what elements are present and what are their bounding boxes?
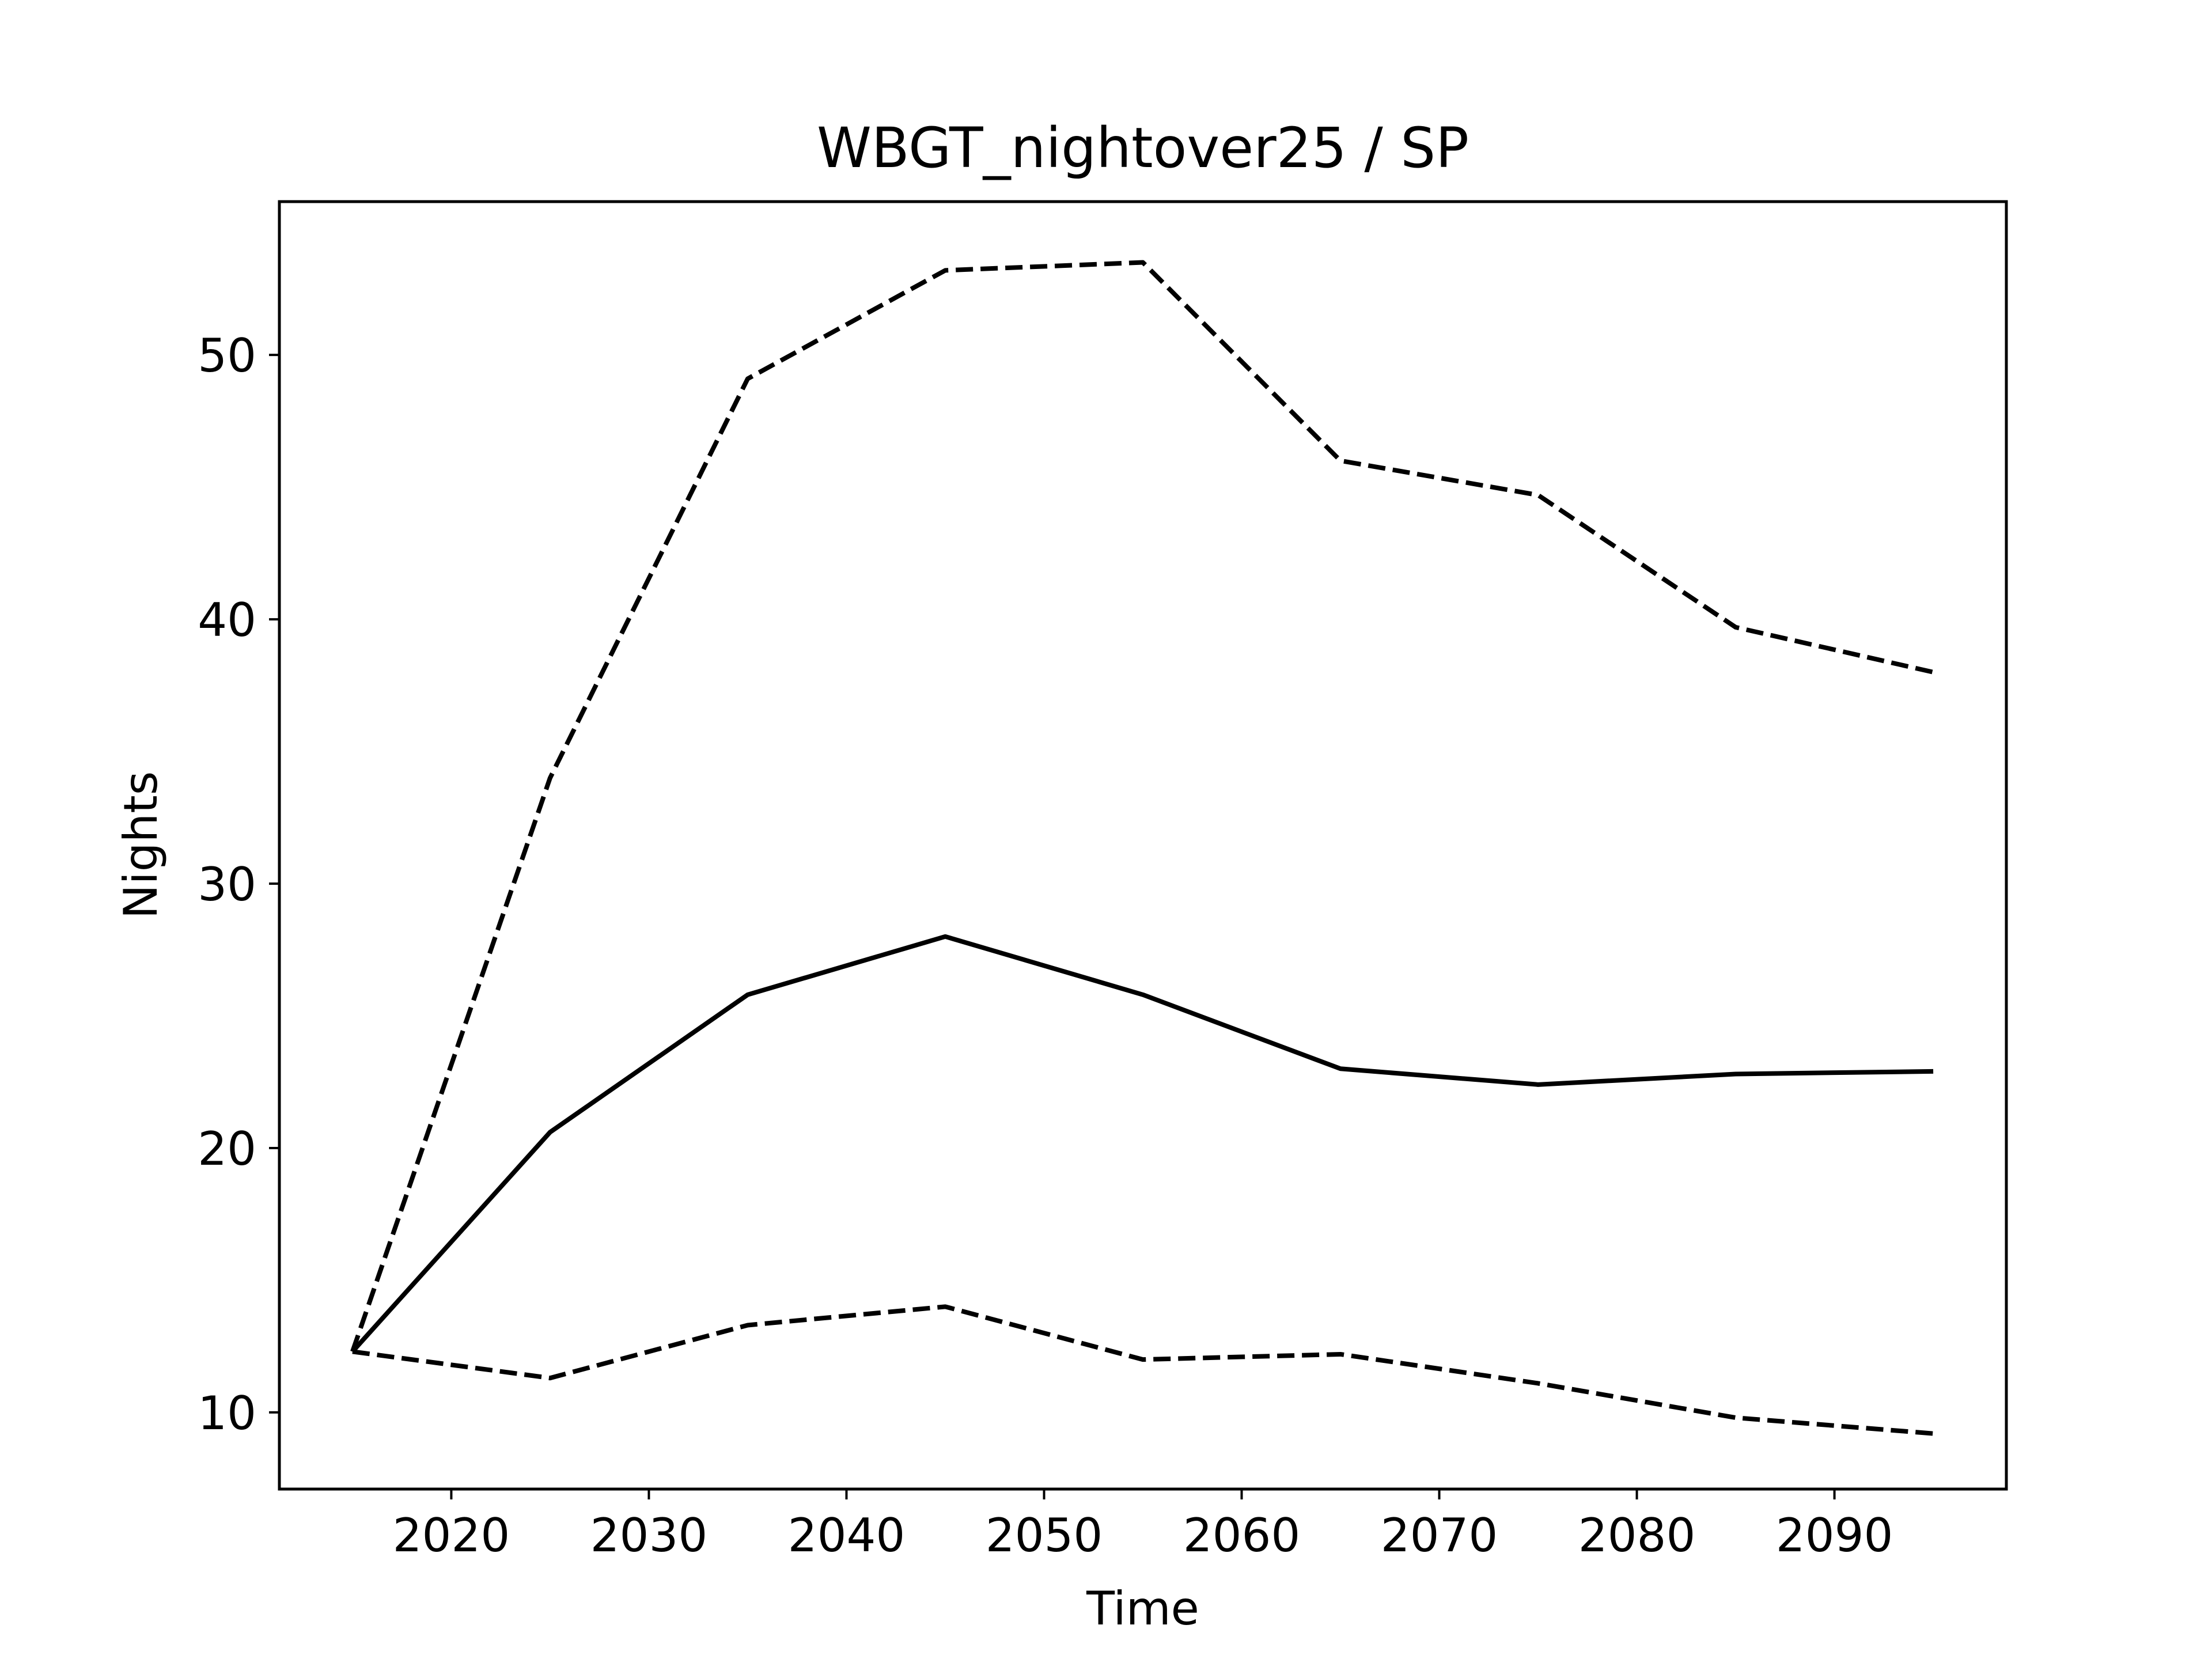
- chart-title: WBGT_nightover25 / SP: [817, 116, 1469, 180]
- x-axis: 2020 2030 2040 2050 2060 2070 2080 2090: [393, 1489, 1893, 1562]
- median-series-line: [350, 934, 1934, 1354]
- y-tick-label: 40: [198, 593, 256, 647]
- x-tick-label: 2090: [1776, 1509, 1893, 1562]
- x-tick-label: 2050: [986, 1509, 1103, 1562]
- y-axis-label: Nights: [114, 771, 168, 919]
- upper-bound-series-line: [350, 260, 1934, 1353]
- y-tick-label: 20: [198, 1122, 256, 1176]
- y-axis: 10 20 30 40 50: [198, 329, 279, 1440]
- y-tick-label: 10: [198, 1387, 256, 1440]
- x-tick-label: 2040: [788, 1509, 906, 1562]
- plot-series: [350, 260, 1934, 1436]
- x-tick-label: 2060: [1183, 1509, 1301, 1562]
- x-tick-label: 2030: [590, 1509, 708, 1562]
- y-tick-label: 50: [198, 329, 256, 382]
- x-axis-label: Time: [1086, 1582, 1199, 1635]
- lower-bound-series-line: [352, 1304, 1934, 1436]
- x-tick-label: 2070: [1381, 1509, 1498, 1562]
- plot-frame: [278, 200, 2008, 1491]
- x-tick-label: 2080: [1578, 1509, 1696, 1562]
- x-tick-label: 2020: [393, 1509, 510, 1562]
- y-tick-label: 30: [198, 858, 256, 911]
